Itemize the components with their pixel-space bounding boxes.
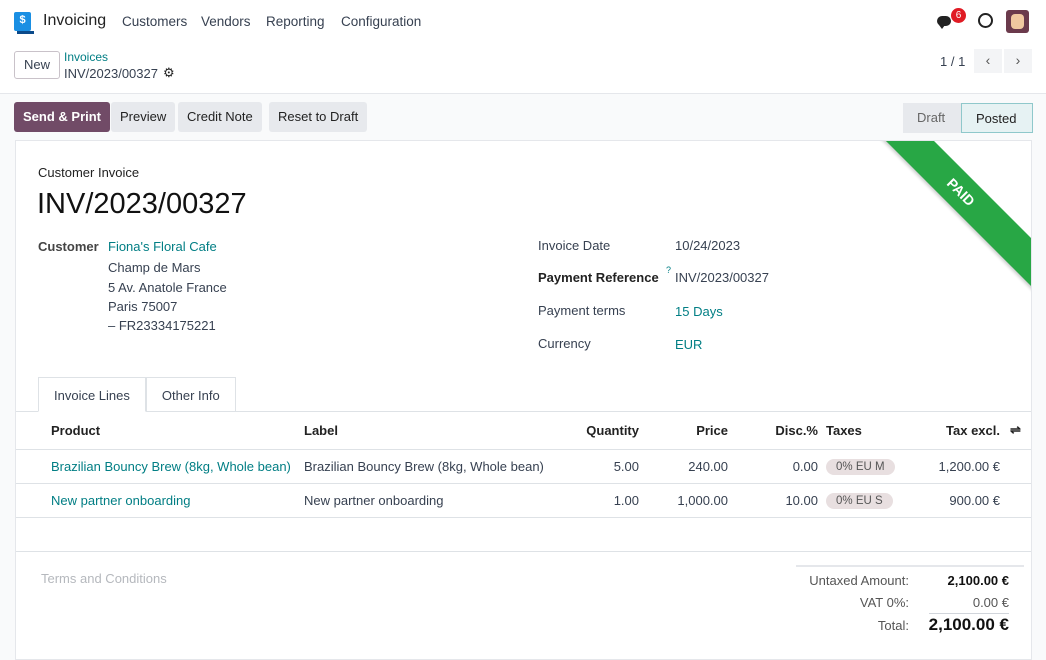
price-cell[interactable]: 240.00 — [639, 449, 728, 484]
user-avatar[interactable] — [1006, 10, 1029, 33]
preview-button[interactable]: Preview — [111, 102, 176, 132]
pager-next-button[interactable]: › — [1004, 49, 1032, 73]
customer-name[interactable]: Fiona's Floral Cafe — [108, 239, 217, 254]
tax-excl-cell: 1,200.00 € — [908, 449, 1000, 484]
invoice-lines-table: Product Label Quantity Price Disc.% Taxe… — [16, 412, 1031, 552]
payment-terms-value[interactable]: 15 Days — [675, 304, 723, 319]
discount-cell[interactable]: 10.00 — [728, 483, 818, 518]
label-cell[interactable]: New partner onboarding — [304, 483, 564, 518]
paid-ribbon: PAID — [857, 141, 1031, 296]
menu-configuration[interactable]: Configuration — [341, 14, 422, 29]
optional-columns-icon[interactable]: ⇌ — [1000, 412, 1031, 450]
messages-badge: 6 — [951, 8, 966, 23]
col-product[interactable]: Product — [16, 412, 304, 450]
address-line: 5 Av. Anatole France — [108, 280, 227, 295]
status-posted[interactable]: Posted — [961, 103, 1033, 133]
breadcrumb-invoices[interactable]: Invoices — [64, 50, 109, 64]
invoice-date-label: Invoice Date — [538, 238, 611, 253]
menu-customers[interactable]: Customers — [122, 14, 188, 29]
address-line: Champ de Mars — [108, 260, 201, 275]
col-tax-excl[interactable]: Tax excl. — [908, 412, 1000, 450]
untaxed-amount: 2,100.00 € — [947, 573, 1009, 588]
tax-tag[interactable]: 0% EU M — [826, 458, 895, 475]
table-row[interactable]: Brazilian Bouncy Brew (8kg, Whole bean) … — [16, 449, 1031, 484]
payment-reference-value[interactable]: INV/2023/00327 — [675, 270, 769, 285]
help-tooltip-icon[interactable]: ? — [666, 265, 672, 275]
payment-terms-label: Payment terms — [538, 303, 626, 318]
new-button[interactable]: New — [14, 51, 60, 79]
status-bar: Draft Posted — [903, 103, 1033, 133]
vat-amount: 0.00 € — [972, 595, 1009, 610]
activity-clock-icon[interactable] — [978, 13, 993, 28]
currency-label: Currency — [538, 336, 591, 351]
invoicing-app-icon[interactable]: $ — [14, 12, 34, 34]
top-navbar: $ Invoicing Customers Vendors Reporting … — [0, 0, 1046, 44]
terms-conditions-field[interactable]: Terms and Conditions — [41, 571, 167, 586]
pager-value[interactable]: 1 / 1 — [940, 54, 966, 69]
discount-cell[interactable]: 0.00 — [728, 449, 818, 484]
invoice-type: Customer Invoice — [38, 165, 140, 180]
control-panel: New Invoices INV/2023/00327 ⚙ 1 / 1 ‹ › — [0, 44, 1046, 94]
invoice-number: INV/2023/00327 — [37, 188, 247, 220]
gear-icon[interactable]: ⚙ — [163, 65, 175, 80]
payment-reference-label: Payment Reference — [538, 270, 659, 285]
reset-to-draft-button[interactable]: Reset to Draft — [269, 102, 368, 132]
label-cell[interactable]: Brazilian Bouncy Brew (8kg, Whole bean) — [304, 449, 564, 484]
tab-other-info[interactable]: Other Info — [145, 377, 236, 412]
price-cell[interactable]: 1,000.00 — [639, 483, 728, 518]
address-line: Paris 75007 — [108, 299, 178, 314]
breadcrumb-current: INV/2023/00327 — [64, 66, 158, 81]
customer-label: Customer — [38, 239, 99, 254]
total-label: Total: — [877, 618, 909, 633]
menu-vendors[interactable]: Vendors — [201, 14, 251, 29]
address-line: – FR23334175221 — [108, 318, 216, 333]
col-label[interactable]: Label — [304, 412, 564, 450]
status-draft[interactable]: Draft — [903, 103, 961, 133]
tab-invoice-lines[interactable]: Invoice Lines — [38, 377, 146, 412]
pager-previous-button[interactable]: ‹ — [974, 49, 1002, 73]
send-print-button[interactable]: Send & Print — [14, 102, 111, 132]
col-taxes[interactable]: Taxes — [818, 412, 908, 450]
quantity-cell[interactable]: 5.00 — [564, 449, 639, 484]
col-price[interactable]: Price — [639, 412, 728, 450]
untaxed-label: Untaxed Amount: — [809, 573, 909, 588]
tax-tag[interactable]: 0% EU S — [826, 492, 893, 509]
product-cell[interactable]: Brazilian Bouncy Brew (8kg, Whole bean) — [16, 449, 304, 484]
product-cell[interactable]: New partner onboarding — [16, 483, 304, 518]
total-amount: 2,100.00 € — [928, 615, 1009, 634]
vat-label: VAT 0%: — [859, 595, 909, 610]
quantity-cell[interactable]: 1.00 — [564, 483, 639, 518]
messages-icon[interactable] — [937, 16, 951, 29]
table-row[interactable]: New partner onboarding New partner onboa… — [16, 483, 1031, 518]
col-discount[interactable]: Disc.% — [728, 412, 818, 450]
col-quantity[interactable]: Quantity — [564, 412, 639, 450]
currency-value[interactable]: EUR — [675, 337, 703, 352]
invoice-form: PAID Customer Invoice INV/2023/00327 Cus… — [15, 140, 1032, 660]
app-name[interactable]: Invoicing — [43, 12, 107, 29]
invoice-date-value[interactable]: 10/24/2023 — [675, 238, 741, 253]
credit-note-button[interactable]: Credit Note — [178, 102, 262, 132]
menu-reporting[interactable]: Reporting — [266, 14, 325, 29]
tax-excl-cell: 900.00 € — [908, 483, 1000, 518]
